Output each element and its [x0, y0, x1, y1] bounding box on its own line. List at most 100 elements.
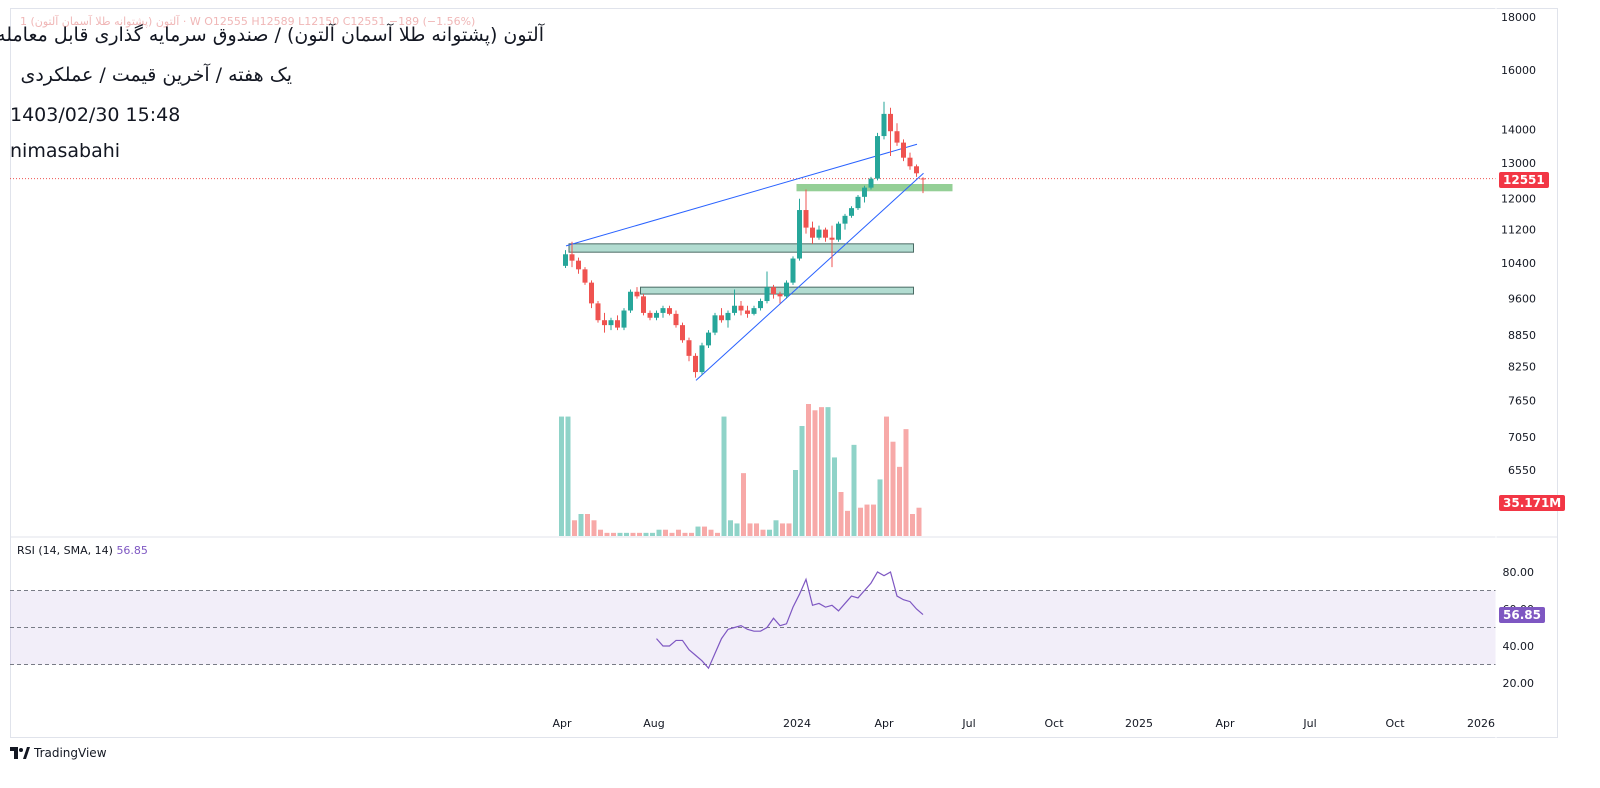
volume-bar [591, 520, 597, 536]
volume-bar [669, 532, 675, 536]
candle-body [563, 254, 568, 266]
rsi-value-badge: 56.85 [1499, 607, 1545, 623]
volume-bar [832, 457, 837, 536]
tradingview-branding[interactable]: TradingView [10, 746, 107, 760]
time-axis: Apr Aug 2024 Apr Jul Oct 2025 Apr Jul Oct 2026 [552, 717, 1495, 730]
volume-bar [754, 523, 759, 536]
candle-body [641, 296, 646, 313]
candle-body [582, 269, 588, 283]
candle-body [875, 136, 880, 179]
volume-bar [916, 507, 922, 536]
volume-bar [903, 429, 909, 536]
ohlc-strip: 1 آلتون (پشتوانه طلا آسمان آلتون) · W O1… [20, 15, 476, 28]
candle-body [777, 294, 783, 297]
candle-body [823, 229, 828, 238]
candle-body [764, 287, 770, 302]
price-axis: 18000 16000 14000 13000 12000 11200 10400 9600 8… [10, 11, 1536, 477]
volume-bar [747, 523, 753, 536]
price-tick-label: 8250 [1508, 361, 1536, 374]
volume-bar [812, 410, 818, 536]
candle-body [725, 312, 731, 321]
candle-body [868, 178, 874, 188]
time-tick-label: Oct [1385, 717, 1405, 730]
candle-body [797, 210, 802, 259]
volume-bar [838, 492, 844, 536]
candle-body [816, 229, 822, 238]
candle-body [621, 310, 627, 328]
candle-body [732, 305, 737, 313]
price-tick-label: 18000 [1501, 11, 1536, 24]
candle-body [660, 308, 666, 313]
price-tick-label: 6550 [1508, 464, 1536, 477]
time-tick-label: 2025 [1125, 717, 1153, 730]
price-tick-label: 7650 [1508, 394, 1536, 407]
volume-bar [650, 532, 655, 536]
price-tick-label: 12000 [1501, 193, 1536, 206]
volume-bar [617, 532, 623, 536]
volume-bar [851, 444, 857, 536]
candle-body [784, 282, 789, 297]
volume-bar [565, 416, 571, 536]
candle-body [712, 315, 718, 333]
volume-bar [825, 407, 831, 536]
volume-bar [682, 532, 688, 536]
candle-body [790, 258, 796, 283]
candle-body [758, 301, 763, 309]
price-tick-label: 8850 [1508, 329, 1536, 342]
candle-body [667, 308, 672, 314]
candle-body [673, 313, 679, 326]
volume-bar [715, 532, 720, 536]
price-tick-label: 10400 [1501, 257, 1536, 270]
volume-badge: 35.171M [1499, 495, 1566, 511]
volume-bar [819, 407, 824, 536]
author-name: nimasabahi [10, 140, 121, 162]
price-tick-label: 9600 [1508, 293, 1536, 306]
volume-bar [741, 473, 746, 536]
volume-bar [760, 529, 766, 536]
rsi-tick-label: 40.00 [1503, 640, 1535, 653]
rsi-legend-label: RSI (14, SMA, 14) [17, 544, 113, 557]
volume-bar [767, 529, 772, 536]
rsi-tick-label: 80.00 [1503, 566, 1535, 579]
rsi-legend[interactable]: RSI (14, SMA, 14) 56.85 [17, 544, 148, 557]
volume-bar [702, 526, 707, 536]
volume-bar [559, 416, 564, 536]
price-tick-label: 11200 [1501, 224, 1536, 237]
candlestick-series [563, 101, 926, 378]
candle-body [829, 237, 835, 240]
candle-body [920, 178, 926, 180]
candle-body [719, 315, 724, 321]
volume-bar [877, 479, 883, 536]
volume-bar [799, 426, 805, 536]
candle-body [738, 305, 744, 311]
candle-body [771, 287, 776, 295]
price-tick-label: 16000 [1501, 64, 1536, 77]
volume-bar [773, 520, 779, 536]
trendline [695, 172, 924, 381]
rsi-legend-value: 56.85 [116, 544, 148, 557]
volume-bar [637, 532, 642, 536]
candle-body [686, 340, 692, 356]
volume-bar [630, 532, 636, 536]
tradingview-logo-icon [10, 747, 30, 759]
brand-text: TradingView [34, 746, 107, 760]
candle-body [576, 260, 581, 270]
rsi-line [656, 571, 924, 670]
candle-body [907, 157, 913, 167]
trendline [565, 143, 918, 247]
candle-body [608, 320, 614, 326]
candle-body [628, 291, 633, 311]
time-tick-label: Oct [1044, 717, 1064, 730]
candle-body [569, 254, 575, 261]
volume-bar [890, 441, 896, 536]
price-tick-label: 7050 [1508, 431, 1536, 444]
price-tick-label: 13000 [1501, 157, 1536, 170]
drawing-annotations [565, 143, 953, 381]
last-price-badge: 12551 [1499, 172, 1549, 188]
volume-bar [871, 504, 876, 536]
volume-bar [728, 520, 733, 536]
candle-body [634, 291, 640, 297]
volume-bar [663, 529, 668, 536]
